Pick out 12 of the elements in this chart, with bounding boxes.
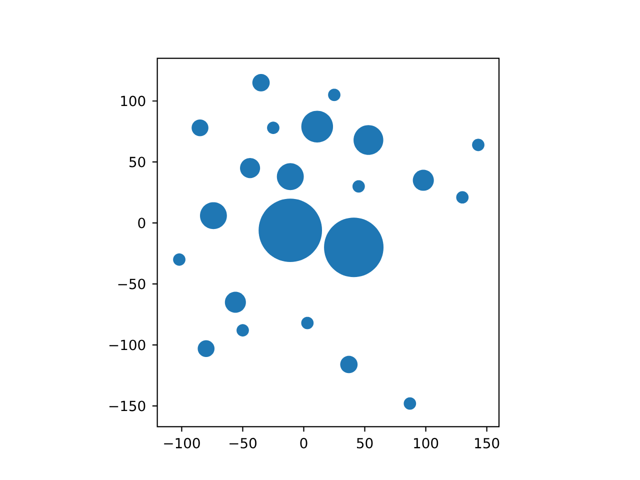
y-tick-label: −100	[109, 340, 146, 350]
x-tick-label: −100	[164, 438, 200, 448]
y-tick-label: 0	[138, 218, 146, 228]
x-tick-label: 0	[300, 438, 308, 448]
x-tick-label: 150	[475, 438, 500, 448]
x-tick-label: −50	[230, 438, 256, 448]
x-tick-label: 50	[356, 438, 373, 448]
y-tick-label: 100	[121, 96, 146, 106]
y-tick-label: 50	[130, 156, 146, 168]
y-tick-label: −150	[109, 400, 146, 412]
y-tick-label: −50	[118, 278, 146, 290]
x-tick-label: 100	[414, 438, 438, 448]
